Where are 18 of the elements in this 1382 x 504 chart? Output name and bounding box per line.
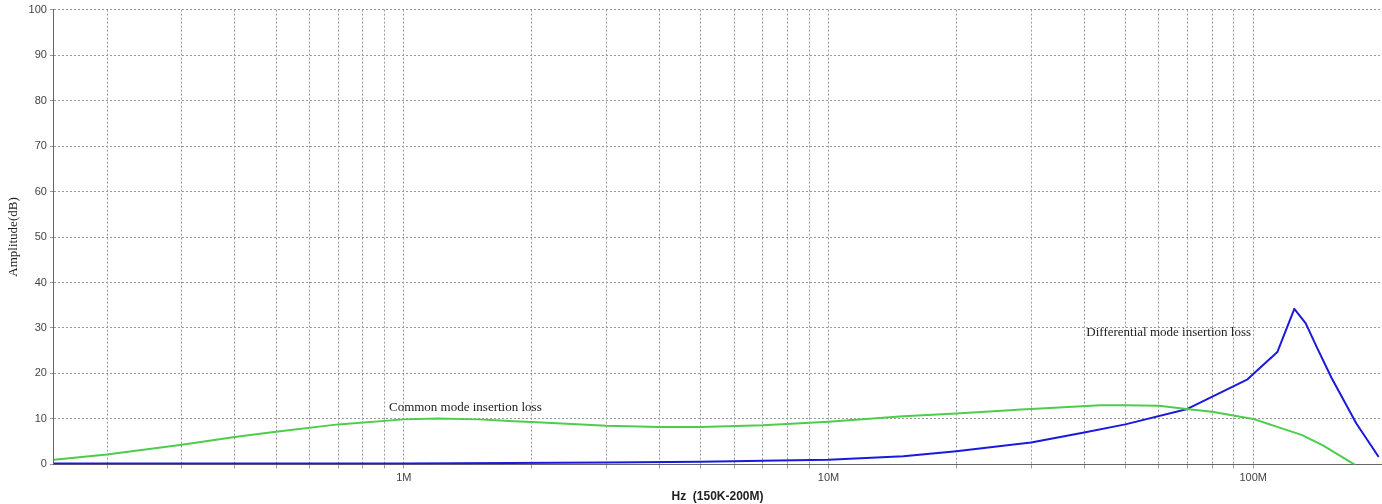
y-tick-label: 20 <box>34 366 47 379</box>
y-tick-label: 90 <box>34 48 47 61</box>
x-tick-label: 1M <box>396 471 412 484</box>
y-tick-label: 50 <box>34 230 47 243</box>
y-tick-label: 0 <box>40 457 47 470</box>
y-tick-label: 100 <box>28 2 47 15</box>
y-tick-label: 70 <box>34 139 47 152</box>
series-label: Common mode insertion loss <box>388 398 542 414</box>
x-axis-title: Hz (150K-200M) <box>671 489 764 504</box>
y-axis-title: Amplitude(dB) <box>5 197 21 277</box>
x-tick-label: 10M <box>817 471 840 484</box>
y-tick-label: 10 <box>34 411 47 424</box>
text: Differential mode insertion loss <box>1086 323 1252 339</box>
y-tick-label: 60 <box>34 184 47 197</box>
y-tick-label: 40 <box>34 275 47 288</box>
x-tick-label: 100M <box>1239 471 1267 484</box>
y-tick-label: 30 <box>34 320 47 333</box>
y-tick-label: 80 <box>34 93 47 106</box>
